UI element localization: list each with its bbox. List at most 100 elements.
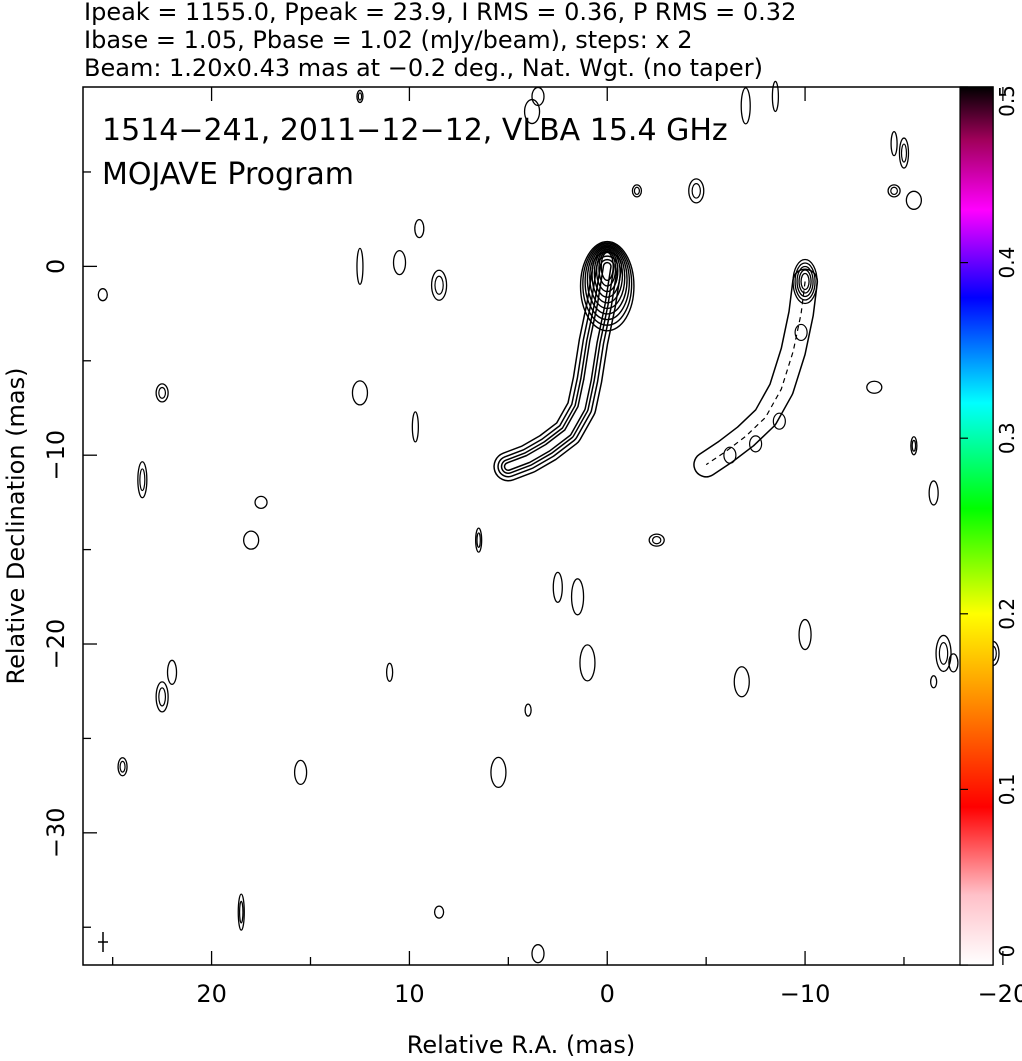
noise-contour bbox=[733, 666, 750, 698]
noise-contour bbox=[771, 80, 780, 113]
noise-contour bbox=[579, 644, 596, 682]
colorbar-tick-label: 0.1 bbox=[995, 773, 1019, 805]
x-tick-label: 0 bbox=[600, 980, 615, 1008]
pol-knot-contour bbox=[723, 446, 737, 464]
noise-contour bbox=[648, 533, 665, 547]
chart-title: 1514−241, 2011−12−12, VLBA 15.4 GHz bbox=[102, 113, 728, 148]
noise-contour bbox=[905, 190, 923, 210]
colorbar bbox=[959, 86, 994, 966]
noise-contour-inner bbox=[158, 386, 167, 399]
noise-contour bbox=[887, 184, 901, 198]
noise-contour bbox=[243, 530, 260, 550]
x-tick-label: 10 bbox=[394, 980, 425, 1008]
noise-contour bbox=[166, 659, 178, 685]
noise-contour-inner bbox=[476, 532, 481, 548]
y-tick-label: 0 bbox=[42, 259, 70, 274]
noise-contour bbox=[935, 634, 952, 673]
noise-contour bbox=[97, 288, 108, 302]
y-tick-label: −20 bbox=[42, 619, 70, 670]
noise-contour bbox=[430, 269, 448, 301]
colorbar-tick-label: 0.5 bbox=[995, 85, 1019, 117]
core-contour bbox=[582, 242, 633, 326]
noise-contour bbox=[475, 527, 483, 553]
axis-ticks: 20 10 0 −10 −20 0 −10 −20 −30 bbox=[42, 87, 1022, 1008]
chart-subtitle: MOJAVE Program bbox=[102, 157, 354, 192]
core-contour bbox=[584, 243, 631, 321]
pol-peak-contour bbox=[800, 272, 810, 291]
core-contour bbox=[600, 251, 614, 282]
pol-contour-dashed bbox=[705, 281, 806, 466]
noise-contour-inner bbox=[434, 275, 444, 295]
core-contour bbox=[591, 246, 624, 304]
contour-layer bbox=[97, 80, 1000, 964]
core-contour bbox=[598, 250, 617, 287]
noise-contour bbox=[293, 759, 308, 786]
noise-contour-inner bbox=[158, 687, 167, 707]
noise-contour-inner bbox=[890, 186, 898, 196]
noise-contour bbox=[948, 653, 959, 673]
noise-contour bbox=[930, 675, 938, 689]
noise-contour bbox=[898, 137, 910, 169]
noise-contour bbox=[928, 480, 939, 506]
pol-knot-contour bbox=[772, 412, 786, 430]
x-tick-label: −10 bbox=[780, 980, 831, 1008]
noise-contour bbox=[117, 757, 128, 777]
noise-contour-inner bbox=[239, 900, 244, 924]
noise-contour-inner bbox=[938, 642, 949, 665]
noise-contour-inner bbox=[139, 468, 146, 492]
noise-contour bbox=[137, 461, 148, 499]
noise-contour-inner bbox=[651, 535, 662, 545]
noise-contour bbox=[890, 130, 898, 157]
pol-contour-outer-inner bbox=[694, 270, 817, 477]
noise-contour bbox=[433, 905, 445, 919]
y-tick-label: −30 bbox=[42, 807, 70, 858]
pol-peak-contour bbox=[794, 262, 816, 301]
header-line-3: Beam: 1.20x0.43 mas at −0.2 deg., Nat. W… bbox=[84, 54, 763, 82]
noise-contour-inner bbox=[691, 183, 701, 199]
noise-contour bbox=[356, 89, 364, 104]
core-contour bbox=[586, 244, 628, 315]
colorbar-tick-label: 0.3 bbox=[995, 422, 1019, 454]
colorbar-tick-label: 0.2 bbox=[995, 598, 1019, 630]
noise-contour bbox=[356, 247, 364, 286]
noise-contour bbox=[254, 495, 268, 510]
pol-knot-contour bbox=[749, 435, 763, 453]
noise-contour bbox=[237, 893, 245, 931]
y-axis-label: Relative Declination (mas) bbox=[2, 367, 30, 684]
noise-contour bbox=[552, 571, 563, 604]
header-line-2: Ibase = 1.05, Pbase = 1.02 (mJy/beam), s… bbox=[84, 26, 693, 54]
noise-contour bbox=[524, 703, 532, 717]
header-line-1: Ipeak = 1155.0, Ppeak = 23.9, I RMS = 0.… bbox=[84, 0, 796, 26]
noise-contour bbox=[351, 380, 369, 406]
noise-contour-inner bbox=[633, 186, 640, 196]
colorbar-ticks: 0 0.1 0.2 0.3 0.4 0.5 bbox=[960, 85, 1019, 966]
x-axis-label: Relative R.A. (mas) bbox=[407, 1031, 635, 1059]
noise-contour bbox=[531, 944, 545, 964]
noise-contour bbox=[570, 578, 585, 616]
core-contour bbox=[589, 245, 626, 310]
noise-contour bbox=[631, 184, 643, 198]
noise-contour bbox=[866, 380, 883, 394]
colorbar-tick-label: 0 bbox=[995, 945, 1019, 958]
noise-contour bbox=[411, 411, 419, 443]
noise-contour bbox=[740, 87, 751, 125]
noise-contour bbox=[910, 436, 918, 456]
noise-contour bbox=[392, 249, 407, 276]
x-tick-label: −20 bbox=[978, 980, 1022, 1008]
core-contour bbox=[593, 248, 621, 298]
y-tick-label: −10 bbox=[42, 430, 70, 481]
pol-peak-contour bbox=[798, 269, 812, 294]
x-tick-label: 20 bbox=[196, 980, 227, 1008]
pol-peak-contour bbox=[792, 258, 818, 305]
noise-contour bbox=[523, 98, 541, 125]
noise-contour bbox=[798, 618, 812, 651]
noise-contour-inner bbox=[911, 439, 917, 452]
noise-contour bbox=[414, 218, 425, 239]
noise-contour bbox=[385, 662, 394, 682]
plot-frame bbox=[82, 86, 994, 966]
noise-contour-inner bbox=[900, 143, 908, 163]
pol-knot-contour bbox=[794, 323, 808, 342]
noise-contour-inner bbox=[357, 92, 363, 101]
core-contour bbox=[595, 249, 619, 293]
